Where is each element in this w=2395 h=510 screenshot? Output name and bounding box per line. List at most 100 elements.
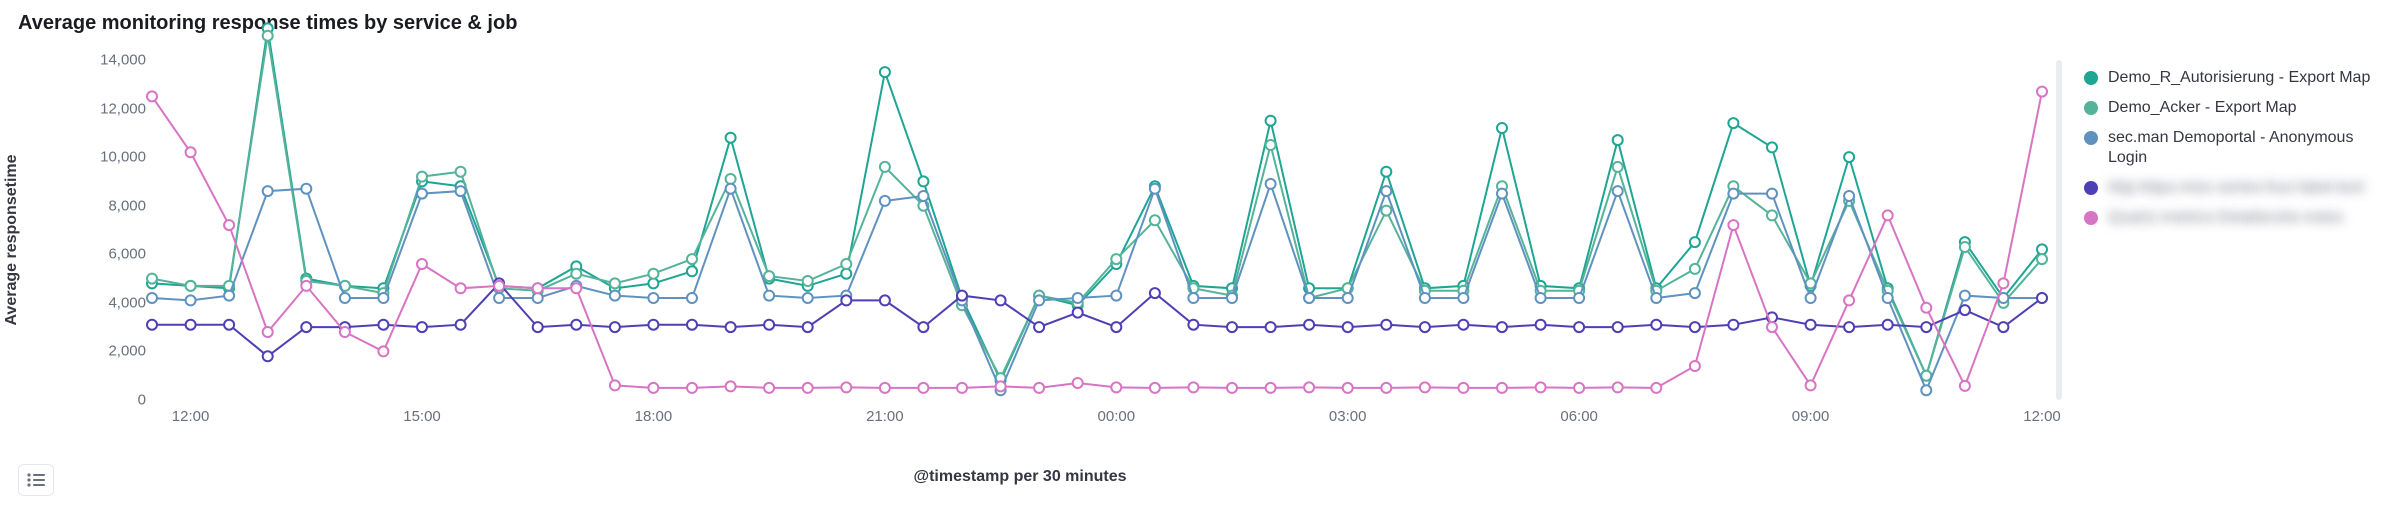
series-marker[interactable] [803,322,813,332]
series-marker[interactable] [610,278,620,288]
series-marker[interactable] [1574,322,1584,332]
series-marker[interactable] [533,293,543,303]
series-marker[interactable] [2037,293,2047,303]
series-marker[interactable] [1767,322,1777,332]
series-marker[interactable] [571,320,581,330]
series-marker[interactable] [648,383,658,393]
series-marker[interactable] [456,320,466,330]
series-marker[interactable] [263,31,273,41]
series-marker[interactable] [841,269,851,279]
series-marker[interactable] [880,67,890,77]
series-marker[interactable] [1381,167,1391,177]
series-marker[interactable] [648,293,658,303]
series-marker[interactable] [1536,293,1546,303]
series-marker[interactable] [1960,242,1970,252]
series-marker[interactable] [1728,220,1738,230]
series-marker[interactable] [1188,382,1198,392]
series-marker[interactable] [803,276,813,286]
series-marker[interactable] [1728,189,1738,199]
series-marker[interactable] [918,191,928,201]
series-line[interactable] [152,92,2042,388]
series-marker[interactable] [1111,382,1121,392]
series-marker[interactable] [1381,320,1391,330]
series-marker[interactable] [1343,293,1353,303]
series-marker[interactable] [263,327,273,337]
series-marker[interactable] [1574,293,1584,303]
series-marker[interactable] [263,186,273,196]
series-marker[interactable] [687,320,697,330]
series-marker[interactable] [1266,383,1276,393]
series-marker[interactable] [918,176,928,186]
series-marker[interactable] [1844,295,1854,305]
series-marker[interactable] [1613,382,1623,392]
series-marker[interactable] [1806,293,1816,303]
series-marker[interactable] [1188,293,1198,303]
series-marker[interactable] [1227,293,1237,303]
legend-item[interactable]: http-https-misc-series-four-label-text [2084,178,2384,198]
series-marker[interactable] [1613,186,1623,196]
series-marker[interactable] [571,283,581,293]
series-marker[interactable] [610,322,620,332]
series-marker[interactable] [1343,322,1353,332]
series-marker[interactable] [1497,383,1507,393]
series-marker[interactable] [1304,320,1314,330]
series-marker[interactable] [1536,382,1546,392]
series-marker[interactable] [957,291,967,301]
series-marker[interactable] [687,254,697,264]
series-marker[interactable] [1844,322,1854,332]
series-marker[interactable] [186,295,196,305]
series-marker[interactable] [880,383,890,393]
series-marker[interactable] [880,196,890,206]
series-marker[interactable] [1844,152,1854,162]
series-marker[interactable] [764,320,774,330]
series-marker[interactable] [1651,293,1661,303]
series-marker[interactable] [1497,189,1507,199]
series-marker[interactable] [648,278,658,288]
series-marker[interactable] [880,162,890,172]
series-marker[interactable] [147,293,157,303]
legend-item[interactable]: Demo_R_Autorisierung - Export Map [2084,68,2384,88]
series-line[interactable] [152,184,2042,390]
series-marker[interactable] [1188,320,1198,330]
series-marker[interactable] [1343,383,1353,393]
series-marker[interactable] [378,346,388,356]
series-marker[interactable] [1111,291,1121,301]
series-marker[interactable] [1381,186,1391,196]
series-marker[interactable] [1420,322,1430,332]
series-marker[interactable] [1998,278,2008,288]
series-marker[interactable] [1921,303,1931,313]
series-marker[interactable] [841,259,851,269]
series-marker[interactable] [1728,320,1738,330]
series-marker[interactable] [456,167,466,177]
series-marker[interactable] [1960,305,1970,315]
series-marker[interactable] [1073,378,1083,388]
series-marker[interactable] [186,281,196,291]
series-marker[interactable] [880,295,890,305]
series-marker[interactable] [301,322,311,332]
series-marker[interactable] [186,147,196,157]
series-marker[interactable] [1150,288,1160,298]
series-marker[interactable] [147,91,157,101]
series-marker[interactable] [1921,322,1931,332]
series-marker[interactable] [1073,308,1083,318]
series-marker[interactable] [186,320,196,330]
series-marker[interactable] [533,283,543,293]
series-marker[interactable] [1883,293,1893,303]
series-marker[interactable] [918,322,928,332]
series-marker[interactable] [803,383,813,393]
series-marker[interactable] [1111,254,1121,264]
series-marker[interactable] [1806,380,1816,390]
series-marker[interactable] [1266,116,1276,126]
series-marker[interactable] [803,293,813,303]
series-marker[interactable] [1381,206,1391,216]
series-marker[interactable] [726,322,736,332]
series-marker[interactable] [1150,383,1160,393]
series-marker[interactable] [417,172,427,182]
series-marker[interactable] [2037,87,2047,97]
series-marker[interactable] [726,381,736,391]
series-marker[interactable] [1034,322,1044,332]
series-marker[interactable] [224,291,234,301]
legend-item[interactable]: sec.man Demoportal - Anonymous Login [2084,128,2384,168]
series-marker[interactable] [726,174,736,184]
series-marker[interactable] [224,320,234,330]
